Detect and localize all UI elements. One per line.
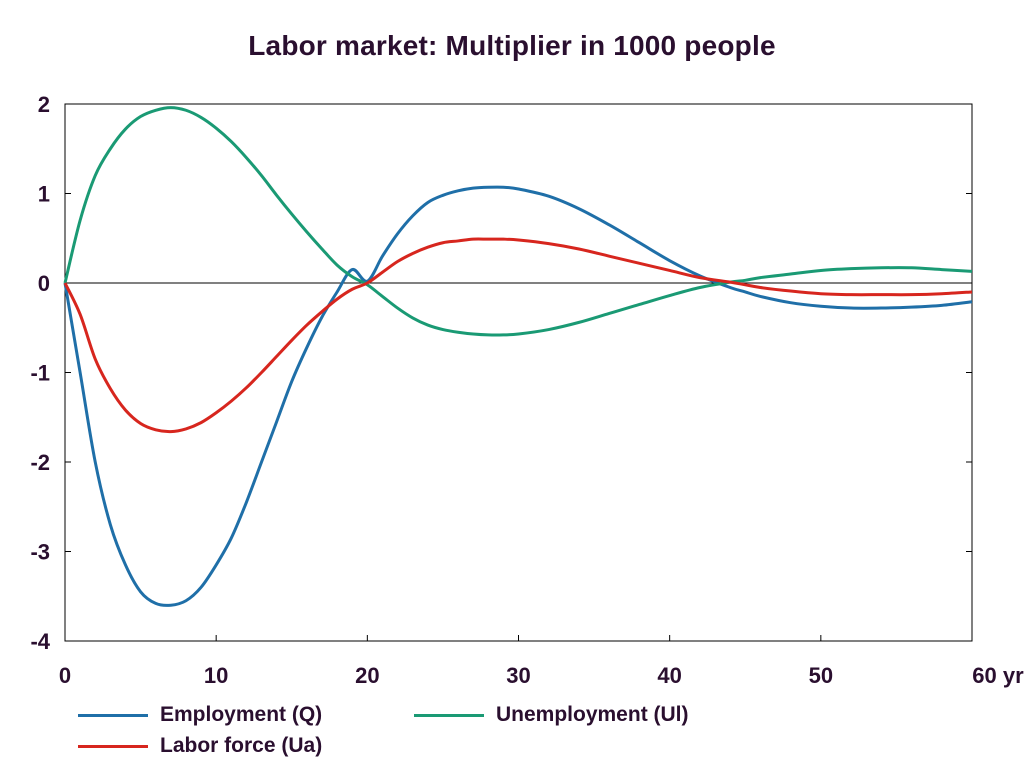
y-tick-label: 2 [38,92,50,117]
x-tick-label: 0 [59,663,71,688]
plot-frame [64,103,973,642]
chart-axes: 210-1-2-3-40 10 20 30 40 50 60 yr [30,92,1024,688]
legend-item-employment: Employment (Q) [78,700,322,730]
x-tick-label: 40 [657,663,681,688]
y-tick-label: -1 [30,361,50,386]
y-tick-label: -2 [30,450,50,475]
legend-swatch-employment [78,713,148,717]
legend-label-employment: Employment (Q) [160,703,323,726]
y-tick-label: 1 [38,182,50,207]
legend-item-unemployment: Unemployment (Ul) [414,700,689,730]
series-line-unemployment [63,106,973,337]
chart-title: Labor market: Multiplier in 1000 people [248,30,776,61]
legend-label-unemployment: Unemployment (Ul) [496,703,689,726]
series-line-employment [63,185,973,607]
chart-plot: 210-1-2-3-40 10 20 30 40 50 60 yr [30,92,1024,688]
y-tick-label: -3 [30,540,50,565]
legend-label-labor-force: Labor force (Ua) [160,734,323,757]
legend-swatch-labor-force [78,744,148,748]
x-tick-label: 20 [355,663,379,688]
x-tick-label: 10 [204,663,228,688]
y-tick-label: -4 [30,629,50,654]
legend-item-labor-force: Labor force (Ua) [78,731,322,761]
series-line-labor-force [63,237,973,434]
x-tick-label: 30 [506,663,530,688]
chart-legend: Employment (Q) Unemployment (Ul) Labor f… [78,700,778,770]
legend-swatch-unemployment [414,713,484,717]
x-tick-label: 60 yr [972,663,1024,688]
x-tick-label: 50 [809,663,833,688]
y-tick-label: 0 [38,271,50,296]
series-layer [63,106,973,607]
